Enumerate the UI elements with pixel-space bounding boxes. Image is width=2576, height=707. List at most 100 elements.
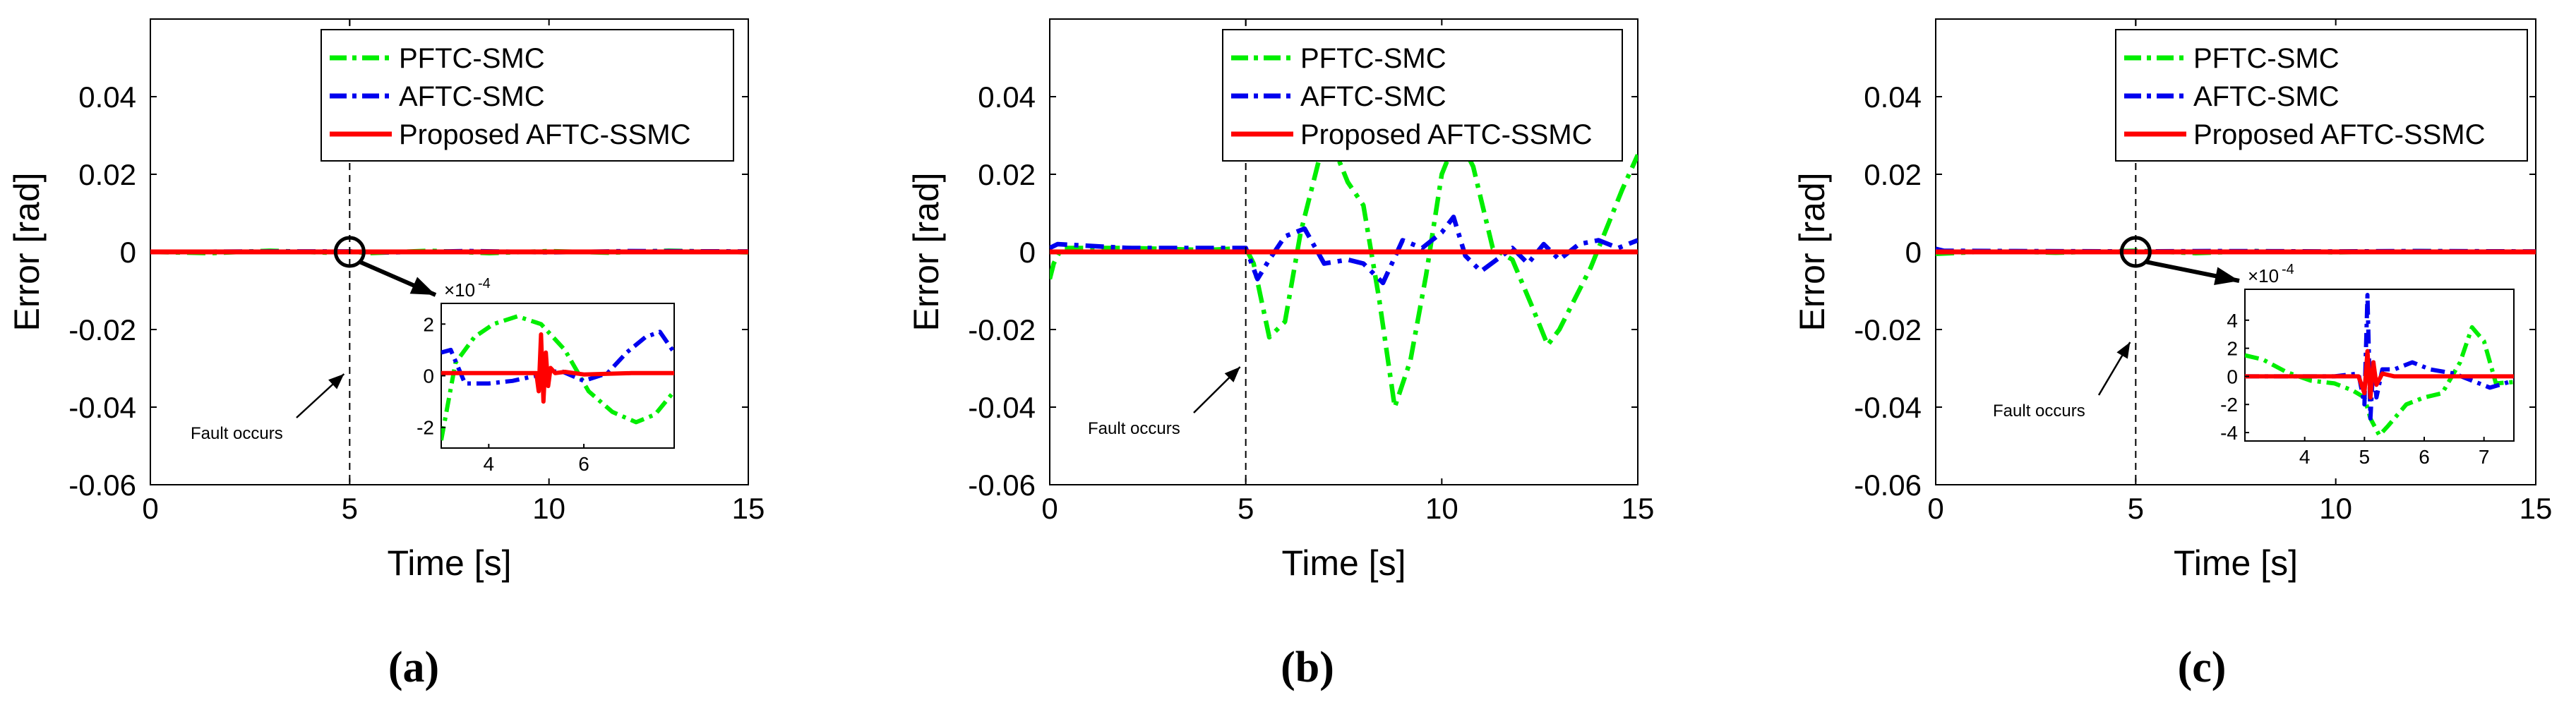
legend-box: [320, 29, 734, 162]
x-tick-label: 5: [1238, 492, 1254, 525]
legend-label-pftc: PFTC-SMC: [2193, 43, 2340, 74]
y-tick-label: 0.02: [78, 158, 136, 191]
x-tick-label: 15: [732, 492, 765, 525]
y-tick-label: 0.02: [978, 158, 1036, 191]
y-tick-label: 0: [1019, 236, 1036, 269]
y-tick-label: 0.04: [1864, 80, 1922, 114]
series-group: [1050, 133, 1638, 410]
fault-annotation: Fault occurs: [191, 424, 283, 443]
y-axis-label: Error [rad]: [7, 172, 47, 331]
fault-annotation: Fault occurs: [1993, 401, 2085, 421]
inset-exponent-power: -4: [2282, 262, 2294, 277]
legend: PFTC-SMC AFTC-SMC Proposed AFTC-SSMC: [1222, 29, 1623, 162]
zoom-circle: [2119, 236, 2152, 268]
series-line-aftc: [1050, 214, 1638, 286]
y-tick-label: -0.06: [68, 469, 136, 502]
fault-arrow-head: [2116, 342, 2131, 359]
x-tick-label: 15: [1622, 492, 1655, 525]
inset-frame: [441, 303, 675, 449]
legend-label-aftc: AFTC-SMC: [399, 81, 545, 112]
legend-box: [2115, 29, 2528, 162]
inset-frame: [2244, 289, 2515, 442]
panel-caption: (c): [2178, 643, 2227, 691]
x-tick-label: 0: [1041, 492, 1058, 525]
series-group: [150, 248, 748, 255]
legend-label-proposed: Proposed AFTC-SSMC: [1300, 119, 1592, 150]
y-tick-label: -0.04: [968, 391, 1036, 424]
x-tick-label: 0: [142, 492, 158, 525]
inset-series-group: [2245, 293, 2514, 437]
zoom-arrow-head: [2214, 267, 2239, 285]
chart-panel-3: 0 5 10 15 -0.06 -0.04 -0.02 0 0.02 0.04 Time [s] Er…: [1792, 18, 2553, 691]
y-tick-label: -0.02: [68, 313, 136, 346]
y-tick-label: -0.04: [1854, 391, 1922, 424]
panel-caption: (a): [388, 643, 439, 691]
x-axis-label: Time [s]: [2174, 543, 2298, 583]
inset-y-tick-label: 4: [2227, 310, 2238, 332]
x-tick-label: 10: [2319, 492, 2352, 525]
inset-x-tick-label: 6: [578, 453, 589, 475]
inset-exponent: ×10: [444, 279, 475, 301]
y-tick-label: 0.02: [1864, 158, 1922, 191]
y-tick-label: 0: [1905, 236, 1922, 269]
legend: PFTC-SMC AFTC-SMC Proposed AFTC-SSMC: [2115, 29, 2528, 162]
panel-caption: (b): [1281, 643, 1334, 691]
inset-x-tick-label: 7: [2479, 446, 2490, 468]
fault-arrow-head: [1224, 367, 1240, 382]
inset-series-group: [441, 314, 674, 441]
y-tick-label: 0: [120, 236, 136, 269]
inset-series-line-proposed: [2245, 349, 2514, 400]
inset-y-tick-label: 2: [423, 313, 434, 335]
fault-arrow-head: [328, 374, 345, 389]
inset-series-line-proposed: [441, 332, 674, 404]
y-tick-label: -0.06: [1854, 469, 1922, 502]
y-tick-label: 0.04: [78, 80, 136, 114]
inset-x-tick-label: 4: [484, 453, 495, 475]
inset-y-tick-label: -2: [417, 417, 434, 439]
y-tick-label: -0.04: [68, 391, 136, 424]
legend-label-proposed: Proposed AFTC-SSMC: [2193, 119, 2485, 150]
y-tick-label: 0.04: [978, 80, 1036, 114]
fault-annotation: Fault occurs: [1088, 419, 1180, 438]
x-tick-label: 5: [2128, 492, 2144, 525]
inset-x-tick-label: 4: [2299, 446, 2311, 468]
inset-series-line-pftc: [2245, 325, 2514, 437]
series-group: [1936, 246, 2536, 257]
inset-x-tick-label: 5: [2359, 446, 2371, 468]
legend-label-aftc: AFTC-SMC: [2193, 81, 2340, 112]
inset-series-line-pftc: [441, 314, 674, 441]
y-tick-label: -0.02: [1854, 313, 1922, 346]
x-axis-label: Time [s]: [388, 543, 512, 583]
x-tick-label: 5: [342, 492, 358, 525]
inset-y-tick-label: 0: [2227, 365, 2238, 387]
chart-panel-1: 0 5 10 15 -0.06 -0.04 -0.02 0 0.02 0.04 Time [s] Er…: [7, 18, 765, 691]
inset-y-tick-label: 2: [2227, 338, 2238, 360]
y-tick-label: -0.02: [968, 313, 1036, 346]
y-axis-label: Error [rad]: [906, 172, 946, 331]
y-axis-label: Error [rad]: [1792, 172, 1832, 331]
legend-label-proposed: Proposed AFTC-SSMC: [399, 119, 690, 150]
inset-y-tick-label: 0: [423, 365, 434, 387]
inset-y-tick-label: -2: [2220, 394, 2238, 416]
series-line-pftc: [1050, 133, 1638, 410]
y-tick-label: -0.06: [968, 469, 1036, 502]
inset-y-tick-label: -4: [2220, 422, 2238, 444]
x-tick-label: 15: [2520, 492, 2553, 525]
legend: PFTC-SMC AFTC-SMC Proposed AFTC-SSMC: [320, 29, 734, 162]
inset-x-tick-label: 6: [2419, 446, 2430, 468]
x-axis-label: Time [s]: [1282, 543, 1406, 583]
x-tick-label: 0: [1927, 492, 1943, 525]
legend-label-aftc: AFTC-SMC: [1300, 81, 1446, 112]
x-tick-label: 10: [532, 492, 565, 525]
chart-panel-2: 0 5 10 15 -0.06 -0.04 -0.02 0 0.02 0.04 Time [s] Er…: [906, 18, 1655, 691]
inset-exponent-power: -4: [478, 276, 491, 291]
inset-chart: 4 6 -2 0 2 ×10 -4: [417, 276, 675, 475]
legend-label-pftc: PFTC-SMC: [1300, 43, 1446, 74]
inset-exponent: ×10: [2248, 265, 2279, 286]
zoom-arrow-head: [409, 277, 436, 295]
x-tick-label: 10: [1425, 492, 1458, 525]
legend-label-pftc: PFTC-SMC: [399, 43, 545, 74]
